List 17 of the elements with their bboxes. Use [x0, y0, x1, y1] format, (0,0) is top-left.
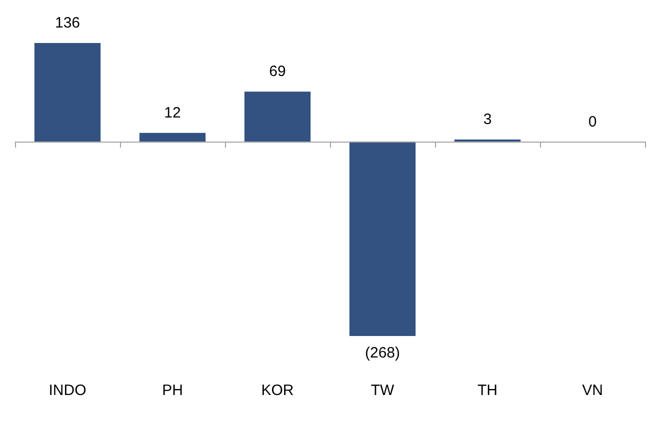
x-tick-label: TW	[370, 382, 395, 400]
x-tick-label: INDO	[48, 382, 86, 400]
data-label: 69	[269, 63, 286, 80]
x-tick-label: KOR	[261, 382, 294, 400]
x-tick-label: TH	[478, 382, 498, 400]
bar	[349, 142, 416, 336]
bar	[454, 139, 521, 142]
data-label: (268)	[364, 344, 400, 362]
data-label: 3	[483, 111, 492, 128]
data-label: 12	[164, 104, 181, 122]
bar	[34, 43, 101, 142]
x-tick-label: PH	[162, 382, 183, 400]
data-label: 0	[588, 113, 597, 130]
bar	[244, 92, 311, 142]
data-label: 136	[54, 14, 80, 32]
bar	[139, 132, 206, 142]
x-tick-label: VN	[582, 382, 603, 400]
